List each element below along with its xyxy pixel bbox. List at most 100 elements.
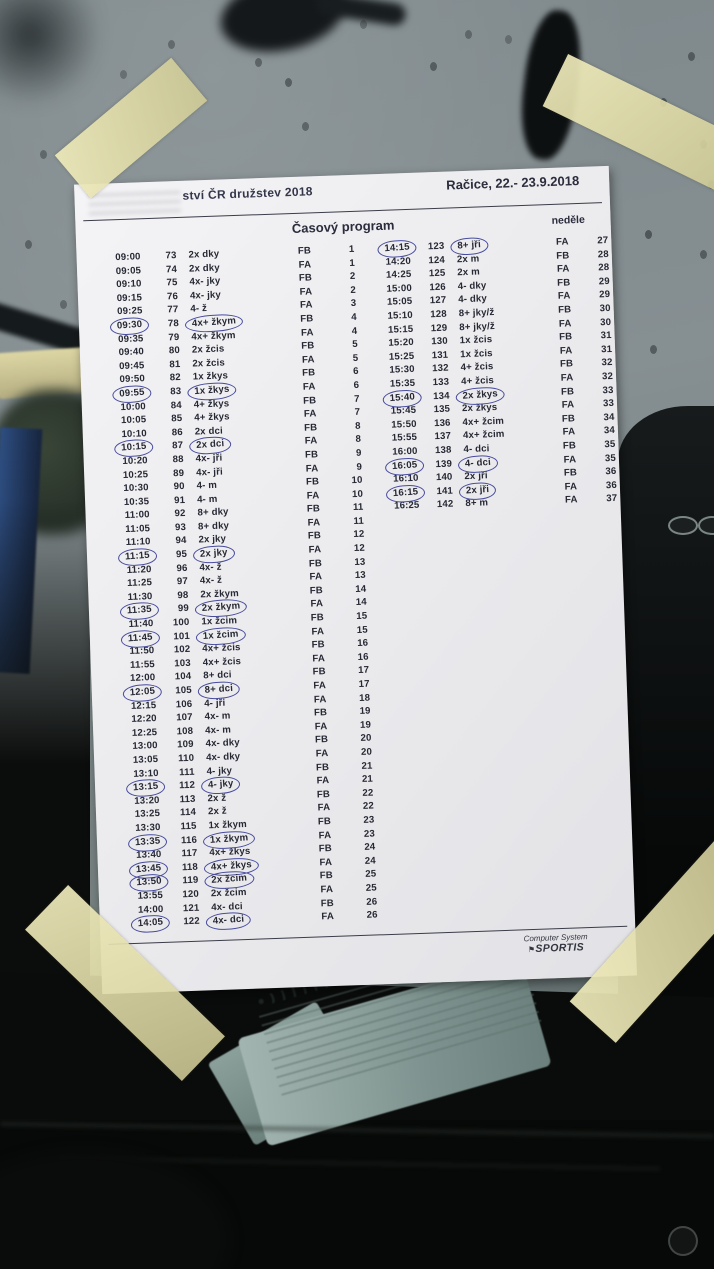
event-number: 85 bbox=[171, 413, 183, 425]
heat-code: FA bbox=[563, 453, 577, 466]
interior-knob bbox=[668, 1226, 698, 1256]
heat-code: FA bbox=[558, 317, 572, 330]
event-number: 129 bbox=[430, 322, 448, 334]
event-number: 102 bbox=[173, 644, 191, 656]
race-number: 2 bbox=[349, 271, 356, 283]
race-number: 31 bbox=[600, 343, 613, 356]
race-number: 17 bbox=[358, 678, 370, 690]
race-number: 30 bbox=[599, 302, 611, 315]
race-number: 20 bbox=[360, 732, 372, 745]
event-number: 80 bbox=[168, 345, 181, 357]
heat-code: FB bbox=[560, 385, 575, 398]
heat-code: FA bbox=[321, 911, 335, 923]
race-time: 15:40 bbox=[369, 388, 423, 408]
race-number: 4 bbox=[351, 311, 358, 323]
event-number: 138 bbox=[434, 444, 452, 457]
event-number: 108 bbox=[176, 725, 194, 738]
event-number: 81 bbox=[169, 358, 181, 371]
car-chrome-detail bbox=[698, 516, 714, 535]
event-number: 89 bbox=[172, 467, 185, 479]
race-number: 10 bbox=[351, 488, 364, 500]
race-number: 1 bbox=[349, 257, 356, 269]
race-number: 22 bbox=[362, 787, 374, 799]
event-number: 125 bbox=[428, 267, 446, 280]
race-number: 29 bbox=[599, 289, 611, 301]
heat-code: FB bbox=[559, 358, 574, 371]
race-number: 15 bbox=[356, 610, 368, 623]
event-number: 133 bbox=[432, 376, 450, 389]
event-number: 74 bbox=[165, 263, 178, 276]
event-number: 113 bbox=[179, 793, 196, 806]
event-number: 121 bbox=[182, 902, 200, 914]
race-number: 22 bbox=[362, 800, 375, 813]
race-number: 1 bbox=[348, 243, 355, 256]
race-number: 9 bbox=[355, 447, 362, 459]
event-number: 128 bbox=[430, 308, 447, 321]
race-number: 25 bbox=[365, 868, 377, 881]
event-number: 94 bbox=[175, 535, 187, 547]
heat-code: FA bbox=[564, 480, 578, 493]
race-number: 17 bbox=[357, 664, 370, 677]
event-number: 126 bbox=[429, 281, 447, 294]
event-number: 132 bbox=[432, 362, 449, 375]
event-number: 142 bbox=[436, 498, 454, 511]
race-number: 16 bbox=[357, 651, 369, 663]
obscured-title-smudge bbox=[88, 190, 182, 221]
race-number: 32 bbox=[601, 357, 613, 369]
race-number: 13 bbox=[354, 556, 366, 568]
heat-code: FB bbox=[557, 277, 571, 289]
race-time: 11:35 bbox=[103, 601, 160, 621]
race-number: 5 bbox=[352, 338, 358, 351]
race-number: 13 bbox=[354, 569, 367, 582]
day-label: neděle bbox=[551, 213, 586, 227]
race-number: 24 bbox=[364, 841, 376, 853]
race-number: 26 bbox=[366, 909, 378, 921]
race-number: 16 bbox=[357, 637, 369, 650]
event-number: 137 bbox=[434, 430, 452, 443]
race-time: 13:15 bbox=[109, 778, 166, 798]
sportis-name: SPORTIS bbox=[535, 941, 585, 955]
race-number: 19 bbox=[359, 719, 372, 731]
race-number: 35 bbox=[604, 452, 617, 464]
event-number: 73 bbox=[165, 250, 177, 262]
race-time: 12:05 bbox=[106, 683, 163, 703]
race-number: 7 bbox=[354, 406, 361, 419]
event-number: 96 bbox=[176, 562, 188, 574]
race-number: 21 bbox=[361, 773, 374, 786]
race-time: 14:15 bbox=[364, 239, 417, 259]
race-number: 15 bbox=[356, 624, 368, 636]
event-number: 111 bbox=[179, 766, 195, 778]
event-number: 136 bbox=[433, 417, 451, 429]
race-number: 11 bbox=[352, 501, 364, 514]
race-number: 6 bbox=[353, 379, 360, 391]
event-number: 76 bbox=[166, 290, 179, 303]
heat-code: FA bbox=[559, 345, 573, 357]
event-number: 75 bbox=[166, 277, 178, 289]
race-time: 16:15 bbox=[373, 483, 426, 503]
event-number: 130 bbox=[431, 335, 448, 348]
event-number: 110 bbox=[178, 752, 195, 765]
event-number: 106 bbox=[175, 698, 193, 710]
event-number: 140 bbox=[435, 471, 453, 484]
race-number: 8 bbox=[355, 434, 362, 446]
race-number: 7 bbox=[353, 393, 360, 405]
race-number: 27 bbox=[597, 234, 609, 247]
race-number: 36 bbox=[605, 465, 617, 478]
race-number: 3 bbox=[350, 298, 357, 310]
race-number: 19 bbox=[359, 705, 371, 718]
race-number: 28 bbox=[597, 248, 609, 260]
event-number: 131 bbox=[431, 349, 449, 361]
boat-class: 4x- dci bbox=[200, 911, 306, 931]
heat-code: FB bbox=[561, 412, 576, 425]
event-number: 120 bbox=[182, 888, 200, 901]
race-number: 26 bbox=[366, 895, 378, 908]
race-time: 09:30 bbox=[93, 316, 150, 336]
event-number: 88 bbox=[172, 453, 184, 466]
heat-code: FA bbox=[555, 236, 569, 248]
race-number: 31 bbox=[600, 330, 612, 342]
race-number: 23 bbox=[363, 828, 376, 840]
event-number: 92 bbox=[174, 508, 186, 520]
event-number: 90 bbox=[173, 481, 185, 493]
heat-code: FA bbox=[562, 426, 576, 438]
race-number: 11 bbox=[353, 515, 365, 527]
